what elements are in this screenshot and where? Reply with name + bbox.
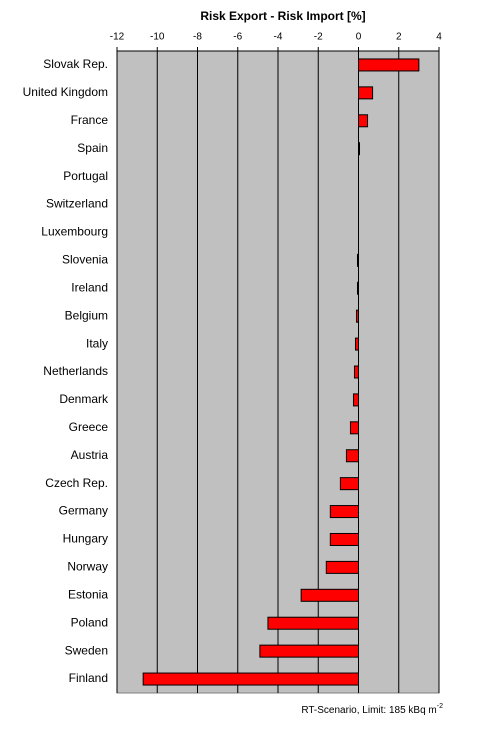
footnote: RT-Scenario, Limit: 185 kBq m-2 xyxy=(301,703,443,716)
bar xyxy=(352,393,359,407)
bar xyxy=(267,616,359,630)
y-tick-label: Portugal xyxy=(63,169,108,183)
y-tick-label: Netherlands xyxy=(43,364,108,378)
y-tick-label: Hungary xyxy=(63,532,108,546)
y-tick-label: Spain xyxy=(77,141,108,155)
x-tick-label: -6 xyxy=(233,32,242,43)
y-tick-label: Sweden xyxy=(65,643,108,657)
bar xyxy=(354,337,360,351)
bar xyxy=(353,365,360,379)
y-tick-label: Slovenia xyxy=(62,253,108,267)
bar xyxy=(259,644,360,658)
bar xyxy=(358,114,369,128)
y-tick-label: Denmark xyxy=(59,392,109,406)
bar xyxy=(142,672,359,686)
bar xyxy=(358,86,374,100)
y-tick-label: United Kingdom xyxy=(23,85,108,99)
y-tick-label: Greece xyxy=(69,420,109,434)
chart-title: Risk Export - Risk Import [%] xyxy=(200,9,365,23)
bar xyxy=(356,253,359,267)
bar xyxy=(300,588,359,602)
x-tick-label: -12 xyxy=(110,32,125,43)
y-tick-label: Slovak Rep. xyxy=(43,57,108,71)
x-tick-label: -8 xyxy=(193,32,202,43)
y-tick-label: Ireland xyxy=(71,280,108,294)
bar xyxy=(349,421,360,435)
y-tick-label: France xyxy=(71,113,109,127)
y-tick-label: Switzerland xyxy=(46,197,108,211)
y-tick-label: Estonia xyxy=(68,587,108,601)
x-tick-label: -4 xyxy=(274,32,283,43)
y-tick-label: Germany xyxy=(59,504,108,518)
bar xyxy=(355,309,359,323)
y-tick-label: Czech Rep. xyxy=(45,476,108,490)
bar xyxy=(358,142,361,156)
footnote-superscript: -2 xyxy=(437,703,443,710)
x-tick-label: 4 xyxy=(436,32,442,43)
bar xyxy=(325,560,359,574)
bar xyxy=(329,505,360,519)
bar xyxy=(358,58,420,72)
y-tick-label: Poland xyxy=(71,615,108,629)
bar xyxy=(339,477,360,491)
x-tick-label: 2 xyxy=(396,32,402,43)
y-tick-label: Italy xyxy=(86,336,108,350)
x-tick-label: -2 xyxy=(314,32,323,43)
y-tick-label: Belgium xyxy=(65,308,108,322)
footnote-text: RT-Scenario, Limit: 185 kBq m xyxy=(301,705,436,716)
x-tick-label: -10 xyxy=(150,32,165,43)
bar xyxy=(356,281,359,295)
bar xyxy=(329,532,360,546)
y-tick-label: Luxembourg xyxy=(41,225,108,239)
y-tick-label: Finland xyxy=(69,671,108,685)
x-tick-label: 0 xyxy=(356,32,362,43)
y-tick-label: Norway xyxy=(67,560,108,574)
y-tick-label: Austria xyxy=(71,448,109,462)
bar xyxy=(345,449,359,463)
